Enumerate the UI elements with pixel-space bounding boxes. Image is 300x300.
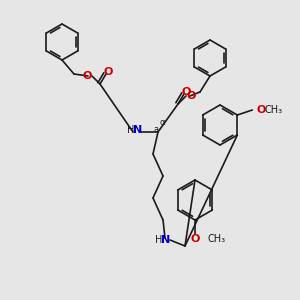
Text: O: O — [181, 87, 191, 97]
Text: O: O — [82, 71, 92, 81]
Text: CH₃: CH₃ — [264, 105, 282, 115]
Text: N: N — [161, 235, 171, 245]
Text: O: O — [256, 105, 266, 115]
Text: CH₃: CH₃ — [207, 234, 225, 244]
Text: α: α — [160, 118, 166, 127]
Text: N: N — [134, 125, 142, 135]
Text: O: O — [186, 91, 196, 101]
Text: H: H — [127, 125, 135, 135]
Text: H: H — [155, 235, 163, 245]
Text: O: O — [103, 67, 113, 77]
Text: a: a — [153, 124, 159, 134]
Text: O: O — [190, 234, 200, 244]
